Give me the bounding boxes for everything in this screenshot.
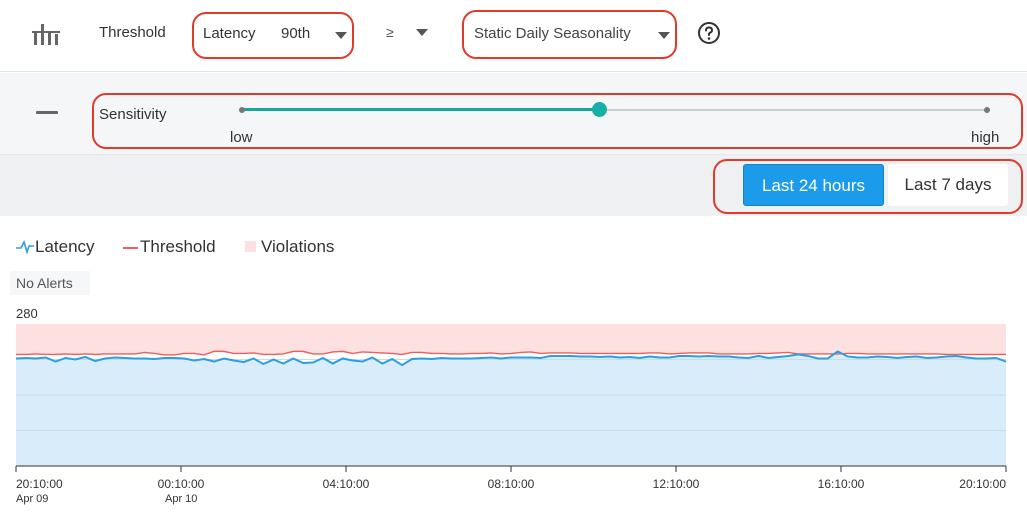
- legend-threshold[interactable]: Threshold: [140, 237, 216, 256]
- comparator-value[interactable]: ≥: [386, 24, 394, 40]
- sensitivity-slider-track[interactable]: [242, 109, 987, 111]
- seasonality-select[interactable]: Static Daily Seasonality: [462, 10, 677, 59]
- legend-violations[interactable]: Violations: [261, 237, 335, 256]
- last-24-hours-button[interactable]: Last 24 hours: [743, 164, 884, 206]
- latency-series-line: [15, 350, 1007, 367]
- x-tick-label: 20:10:00: [959, 477, 1006, 491]
- chevron-down-icon: [335, 32, 347, 39]
- x-date-label: Apr 10: [165, 493, 197, 505]
- seasonality-value: Static Daily Seasonality: [474, 25, 631, 42]
- sensitivity-low-label: low: [230, 129, 253, 146]
- alerts-status: No Alerts: [10, 271, 90, 295]
- time-range-row: Last 24 hours Last 7 days: [0, 155, 1027, 216]
- latency-chart: 20:10:00 Apr 09 00:10:00 Apr 10 04:10:00 08:1…: [15, 324, 1007, 505]
- threshold-label: Threshold: [99, 24, 166, 41]
- y-axis-max-label: 280: [16, 306, 38, 321]
- sensitivity-slider-fill: [242, 108, 600, 111]
- metric-name: Latency: [203, 25, 256, 42]
- slider-min-dot: [239, 107, 245, 113]
- metric-percentile-select[interactable]: Latency 90th: [192, 12, 354, 59]
- x-tick-label: 20:10:00: [16, 477, 63, 491]
- latency-area: [16, 351, 1006, 466]
- x-date-label: Apr 09: [16, 493, 48, 505]
- sensitivity-high-label: high: [971, 129, 1000, 146]
- last-7-days-button[interactable]: Last 7 days: [888, 164, 1008, 206]
- x-tick-label: 00:10:00: [158, 477, 205, 491]
- x-tick-label: 08:10:00: [488, 477, 535, 491]
- sensitivity-highlight: [92, 93, 1023, 149]
- x-tick-label: 04:10:00: [323, 477, 370, 491]
- chevron-down-icon[interactable]: [416, 29, 428, 36]
- violations-band: [16, 324, 1006, 351]
- collapse-icon[interactable]: [36, 111, 58, 114]
- question-circle-icon[interactable]: [697, 21, 721, 45]
- time-range-highlight: [713, 159, 1023, 214]
- threshold-line-icon: [123, 247, 138, 249]
- slider-max-dot: [984, 107, 990, 113]
- sensitivity-slider-thumb[interactable]: [592, 102, 608, 117]
- sensitivity-label: Sensitivity: [99, 106, 167, 123]
- filter-toolbar: Threshold Latency 90th ≥ Static Daily Se…: [0, 0, 1027, 72]
- sensitivity-row: Sensitivity low high: [0, 73, 1027, 155]
- filter-bars-icon[interactable]: [32, 22, 60, 46]
- legend-latency[interactable]: Latency: [35, 237, 95, 256]
- chevron-down-icon: [658, 32, 670, 39]
- x-tick-label: 12:10:00: [653, 477, 700, 491]
- latency-pulse-icon: [16, 240, 34, 254]
- x-tick-label: 16:10:00: [818, 477, 865, 491]
- violations-swatch-icon: [245, 241, 256, 252]
- metric-percentile: 90th: [281, 25, 311, 42]
